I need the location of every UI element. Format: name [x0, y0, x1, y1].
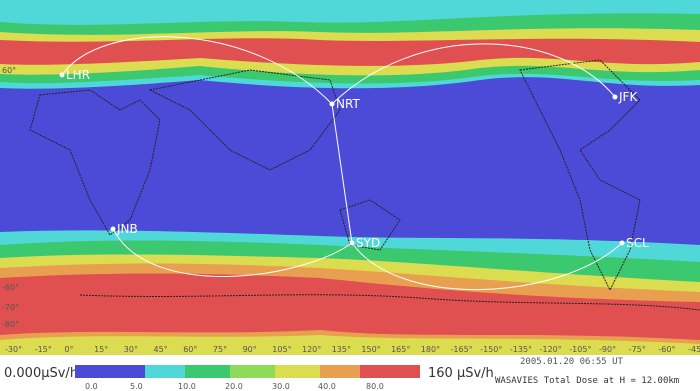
colorbar-tick: 80.0 [366, 382, 384, 391]
colorbar-segment [360, 365, 420, 378]
lon-label: 45° [154, 345, 168, 354]
colorbar-tick: 30.0 [272, 382, 290, 391]
lon-label: -150° [480, 345, 502, 354]
lat-label: -80° [2, 320, 19, 329]
lon-label: -90° [599, 345, 616, 354]
lon-label: -30° [5, 345, 22, 354]
airport-label: SYD [356, 236, 380, 250]
airport-dot [329, 101, 335, 107]
airport-label: JFK [618, 90, 638, 104]
airport-dot [59, 72, 65, 78]
airport-dot [619, 240, 625, 246]
lon-label: 60° [183, 345, 197, 354]
airport-label: SCL [626, 236, 649, 250]
colorbar-segment [230, 365, 275, 378]
lat-label: 60° [2, 66, 16, 75]
colorbar: 0.0 5.0 10.0 20.0 30.0 40.0 80.0 [75, 365, 420, 391]
coastlines [29, 59, 700, 311]
colorbar-tick: 20.0 [225, 382, 243, 391]
map-layers [0, 0, 700, 355]
graticule-labels: 60° -60° -70° -80° -30° -15° 0° 15° 30° 45° 60° 75°… [2, 66, 700, 354]
colorbar-tick: 40.0 [318, 382, 336, 391]
airport-label: NRT [336, 97, 360, 111]
lon-label: 0° [64, 345, 73, 354]
airport-dot [612, 94, 618, 100]
colorbar-tick: 0.0 [85, 382, 98, 391]
airport-label: LHR [66, 68, 90, 82]
colorbar-segment [320, 365, 360, 378]
lon-label: 75° [213, 345, 227, 354]
lon-label: -165° [451, 345, 473, 354]
colorbar-tick: 10.0 [178, 382, 196, 391]
lon-label: -135° [510, 345, 532, 354]
lon-label: 15° [94, 345, 108, 354]
lon-label: -75° [629, 345, 646, 354]
lon-label: 180° [421, 345, 440, 354]
lon-label: 135° [332, 345, 351, 354]
colorbar-tick: 5.0 [130, 382, 143, 391]
scale-max: 160 µSv/h [428, 366, 494, 381]
lon-label: 30° [124, 345, 138, 354]
airport-dot [349, 240, 355, 246]
lon-label: 165° [391, 345, 410, 354]
airport-dot [110, 226, 116, 232]
lat-label: -70° [2, 303, 19, 312]
lon-label: 90° [243, 345, 257, 354]
lon-label: 150° [361, 345, 380, 354]
airport-label: JNB [116, 222, 138, 236]
scale-min: 0.000µSv/h [4, 366, 78, 381]
lon-label: -60° [658, 345, 675, 354]
flight-routes [61, 36, 623, 291]
lat-label: -60° [2, 283, 19, 292]
lon-label: 120° [302, 345, 321, 354]
caption: WASAVIES Total Dose at H = 12.00km [495, 376, 679, 386]
colorbar-segment [275, 365, 320, 378]
lon-label: -15° [35, 345, 52, 354]
airports: LHR NRT JFK JNB SYD SCL [59, 68, 649, 250]
lon-label: -105° [569, 345, 591, 354]
colorbar-segment [145, 365, 185, 378]
timestamp: 2005.01.20 06:55 UT [520, 357, 624, 367]
colorbar-segment [75, 365, 145, 378]
lon-label: -45° [688, 345, 700, 354]
colorbar-segment [185, 365, 230, 378]
lon-label: 105° [272, 345, 291, 354]
lon-label: -120° [540, 345, 562, 354]
